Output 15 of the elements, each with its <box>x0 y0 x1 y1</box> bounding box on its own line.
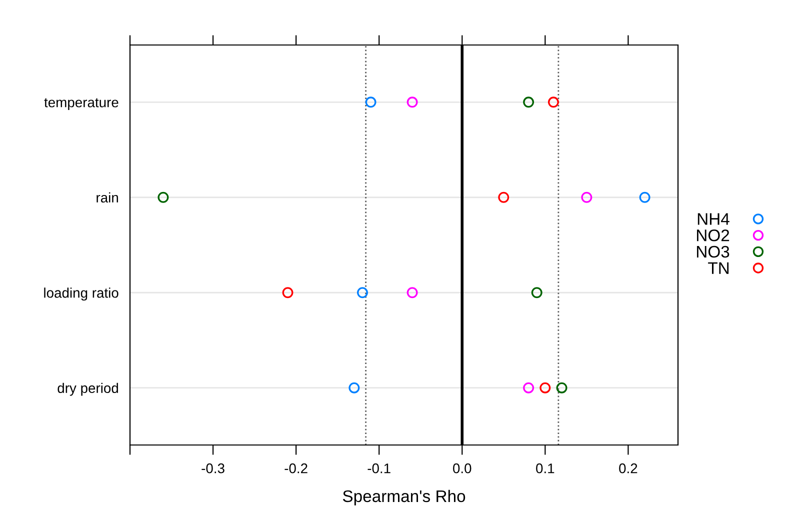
y-tick-label: dry period <box>58 382 118 396</box>
x-tick-label: 0.1 <box>536 463 554 474</box>
x-tick-label: 0.2 <box>619 463 638 474</box>
y-tick-label: temperature <box>44 98 118 110</box>
legend-label: TN <box>708 262 729 274</box>
x-tick-label: 0.0 <box>453 463 472 474</box>
x-tick-label: -0.3 <box>202 463 224 474</box>
y-tick-label: loading ratio <box>44 288 118 301</box>
x-tick-label: -0.1 <box>368 463 390 474</box>
legend-label: NO2 <box>696 229 730 242</box>
y-tick-label: rain <box>96 192 118 203</box>
x-tick-label: -0.2 <box>284 463 308 474</box>
x-axis-title: Spearman's Rho <box>342 490 466 506</box>
legend-label: NO3 <box>696 246 730 258</box>
legend-label: NH4 <box>698 213 730 225</box>
